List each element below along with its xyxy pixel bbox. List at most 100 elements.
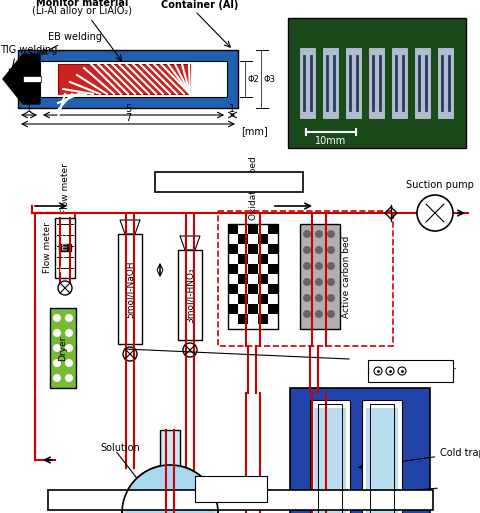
Circle shape [327, 262, 335, 270]
Bar [258, 254, 268, 264]
Text: 5mol/l-NaOH: 5mol/l-NaOH [125, 260, 134, 318]
Bar [346, 48, 361, 118]
Bar [118, 234, 142, 344]
Bar [238, 314, 248, 324]
Text: : Heater: : Heater [416, 366, 456, 376]
Text: Active carbon bed: Active carbon bed [342, 235, 351, 318]
Circle shape [183, 343, 197, 357]
Polygon shape [3, 54, 40, 104]
Bar [228, 284, 238, 294]
Bar [310, 400, 350, 513]
Bar [258, 314, 268, 324]
Circle shape [53, 344, 61, 352]
Bar [268, 264, 278, 274]
Text: [mm]: [mm] [241, 126, 268, 136]
Bar [238, 254, 248, 264]
Circle shape [303, 246, 311, 254]
Text: Tritium monitor: Tritium monitor [183, 175, 275, 188]
Text: Dryer: Dryer [59, 336, 68, 361]
Text: Solution: Solution [100, 443, 140, 453]
Circle shape [65, 314, 73, 322]
Bar [48, 490, 433, 510]
Text: Φ3: Φ3 [264, 74, 276, 84]
Bar [40, 61, 227, 97]
Circle shape [65, 359, 73, 367]
Text: Flow meter: Flow meter [60, 163, 70, 214]
Text: Suction pump: Suction pump [406, 180, 474, 190]
Text: (Li-Al alloy or LiAlO₂): (Li-Al alloy or LiAlO₂) [32, 6, 132, 16]
Bar [268, 304, 278, 314]
Circle shape [315, 294, 323, 302]
Circle shape [327, 246, 335, 254]
Text: 1: 1 [26, 104, 32, 114]
Bar [300, 224, 340, 329]
Bar [248, 264, 258, 274]
Text: Flow meter: Flow meter [60, 224, 70, 271]
Polygon shape [125, 465, 215, 513]
Circle shape [65, 344, 73, 352]
Bar [55, 218, 75, 278]
Text: Tritium
monitor: Tritium monitor [213, 479, 249, 499]
Bar [218, 211, 393, 346]
Circle shape [303, 294, 311, 302]
Bar [195, 476, 267, 502]
Text: 7: 7 [125, 113, 131, 123]
Text: 5: 5 [125, 104, 131, 114]
Bar [300, 48, 315, 118]
Bar [362, 400, 402, 513]
Bar [238, 294, 248, 304]
Bar [59, 244, 71, 251]
Bar [268, 284, 278, 294]
Text: Container (Al): Container (Al) [161, 0, 239, 10]
Circle shape [303, 262, 311, 270]
Bar [366, 408, 398, 513]
Bar [238, 274, 248, 284]
Circle shape [327, 230, 335, 238]
Circle shape [327, 294, 335, 302]
Circle shape [315, 230, 323, 238]
Text: 1: 1 [229, 104, 236, 114]
Circle shape [123, 347, 137, 361]
Circle shape [53, 329, 61, 337]
Text: Tritium measuring system: Tritium measuring system [163, 494, 318, 506]
Circle shape [53, 314, 61, 322]
Circle shape [417, 195, 453, 231]
Bar [258, 274, 268, 284]
Bar [228, 244, 238, 254]
Bar [155, 172, 303, 192]
Bar [50, 308, 76, 388]
Text: Monitor material: Monitor material [36, 0, 128, 8]
Text: Oxidation bed: Oxidation bed [249, 156, 257, 220]
Text: Cold trap: Cold trap [359, 448, 480, 469]
Bar [415, 48, 430, 118]
Bar [290, 388, 430, 513]
Bar [288, 18, 466, 148]
Bar [248, 304, 258, 314]
Bar [23, 76, 41, 82]
Text: Φ2: Φ2 [248, 74, 260, 84]
Circle shape [315, 246, 323, 254]
Circle shape [58, 281, 72, 295]
Circle shape [327, 278, 335, 286]
Bar [248, 284, 258, 294]
Bar [248, 244, 258, 254]
Text: EB welding: EB welding [48, 32, 102, 42]
Bar [228, 224, 278, 329]
Circle shape [65, 329, 73, 337]
Bar [178, 250, 202, 340]
Circle shape [303, 230, 311, 238]
Bar [258, 234, 268, 244]
Circle shape [315, 262, 323, 270]
Bar [368, 360, 453, 382]
Circle shape [122, 465, 218, 513]
Bar [268, 244, 278, 254]
Circle shape [303, 310, 311, 318]
Polygon shape [180, 236, 200, 250]
Bar [238, 234, 248, 244]
Bar [160, 430, 180, 468]
Bar [228, 224, 238, 234]
Text: TIG welding: TIG welding [0, 45, 58, 55]
Text: 10mm: 10mm [315, 136, 347, 146]
Circle shape [315, 278, 323, 286]
Bar [438, 48, 453, 118]
